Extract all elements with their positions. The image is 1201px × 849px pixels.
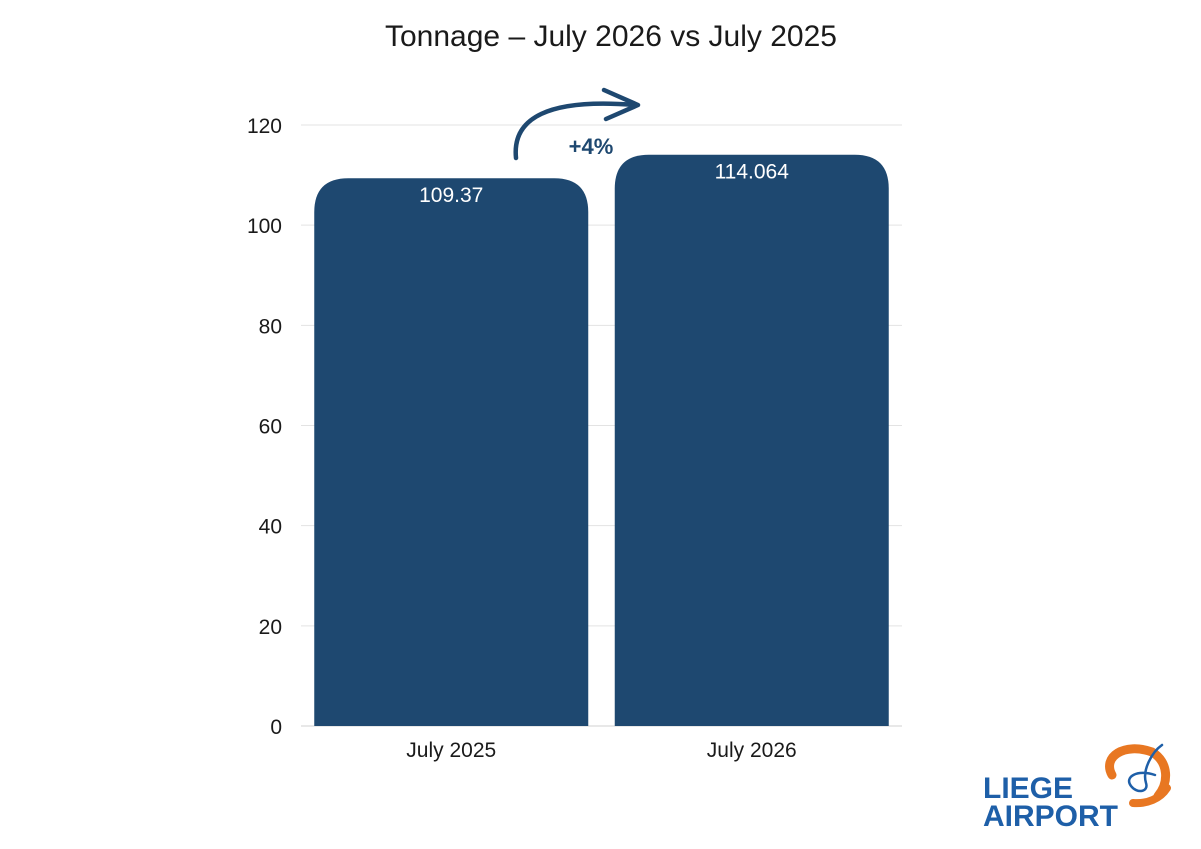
bar-july-2026 bbox=[614, 154, 889, 726]
arrowhead-icon bbox=[601, 87, 641, 122]
change-annotation: +4% bbox=[513, 87, 641, 161]
x-axis: July 2025 July 2026 bbox=[406, 739, 796, 762]
bar-july-2025 bbox=[314, 178, 589, 726]
data-label: 109.37 bbox=[419, 184, 483, 207]
y-tick-label: 60 bbox=[259, 416, 282, 439]
y-tick-label: 40 bbox=[259, 516, 282, 539]
x-tick-label: July 2025 bbox=[406, 739, 496, 762]
y-tick-label: 0 bbox=[270, 716, 282, 739]
y-tick-label: 120 bbox=[247, 115, 282, 138]
logo-text-liege: LIEGE bbox=[983, 772, 1073, 805]
change-percent-label: +4% bbox=[569, 134, 614, 159]
logo-text-airport: AIRPORT bbox=[983, 800, 1118, 833]
data-label: 114.064 bbox=[715, 161, 790, 184]
y-tick-label: 100 bbox=[247, 215, 282, 238]
data-labels: 109.37 114.064 bbox=[419, 161, 789, 208]
curved-arrow-icon bbox=[513, 101, 638, 161]
y-tick-label: 20 bbox=[259, 616, 282, 639]
y-axis: 0 20 40 60 80 100 120 bbox=[247, 115, 282, 739]
logo-loop-icon bbox=[1128, 743, 1164, 793]
liege-airport-logo: LIEGE AIRPORT bbox=[983, 743, 1171, 833]
bars bbox=[314, 154, 889, 726]
chart-title: Tonnage – July 2026 vs July 2025 bbox=[385, 20, 837, 53]
y-tick-label: 80 bbox=[259, 315, 282, 338]
x-tick-label: July 2026 bbox=[707, 739, 797, 762]
logo-swoosh-icon bbox=[1105, 744, 1170, 801]
logo-swoosh-lower-icon bbox=[1129, 784, 1171, 808]
